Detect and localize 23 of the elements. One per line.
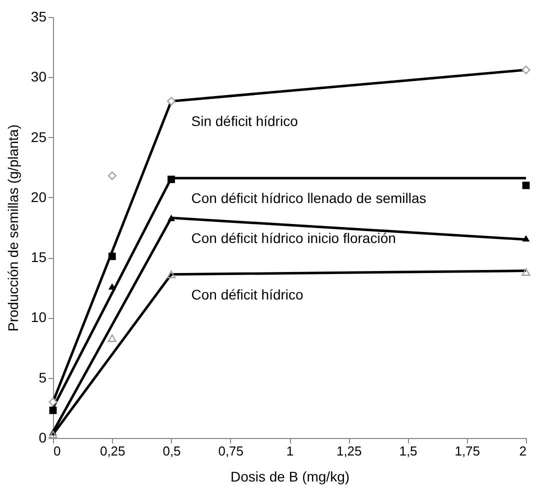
y-tick-label: 20 [30, 188, 47, 205]
series-label: Con déficit hídrico [191, 286, 304, 302]
y-tick-label: 5 [38, 369, 47, 386]
y-axis-title: Producción de semillas (g/planta) [4, 124, 21, 332]
y-tick-label: 25 [30, 128, 47, 145]
x-tick-label: 2 [519, 444, 526, 458]
x-tick-label: 1 [286, 444, 294, 458]
x-tick-label: 0,25 [100, 444, 126, 458]
x-tick-label: 0 [54, 444, 61, 458]
series-label: Con déficit hídrico llenado de semillas [191, 190, 426, 206]
x-tick-label: 1,25 [336, 444, 362, 458]
series-label: Con déficit hídrico inicio floración [191, 230, 396, 246]
y-tick-label: 0 [38, 430, 47, 446]
x-tick-label: 1,5 [399, 444, 418, 458]
y-tick-label: 30 [30, 68, 47, 85]
series-label: Sin déficit hídrico [191, 113, 298, 130]
x-axis-title: Dosis de B (mg/kg) [230, 468, 350, 484]
y-tick-label: 35 [30, 8, 47, 24]
x-tick-label: 0,75 [218, 444, 244, 458]
x-tick-label: 1,75 [454, 444, 480, 458]
y-tick-label: 15 [30, 249, 47, 266]
x-tick-label: 0,5 [162, 444, 181, 458]
y-tick-label: 10 [30, 309, 47, 326]
